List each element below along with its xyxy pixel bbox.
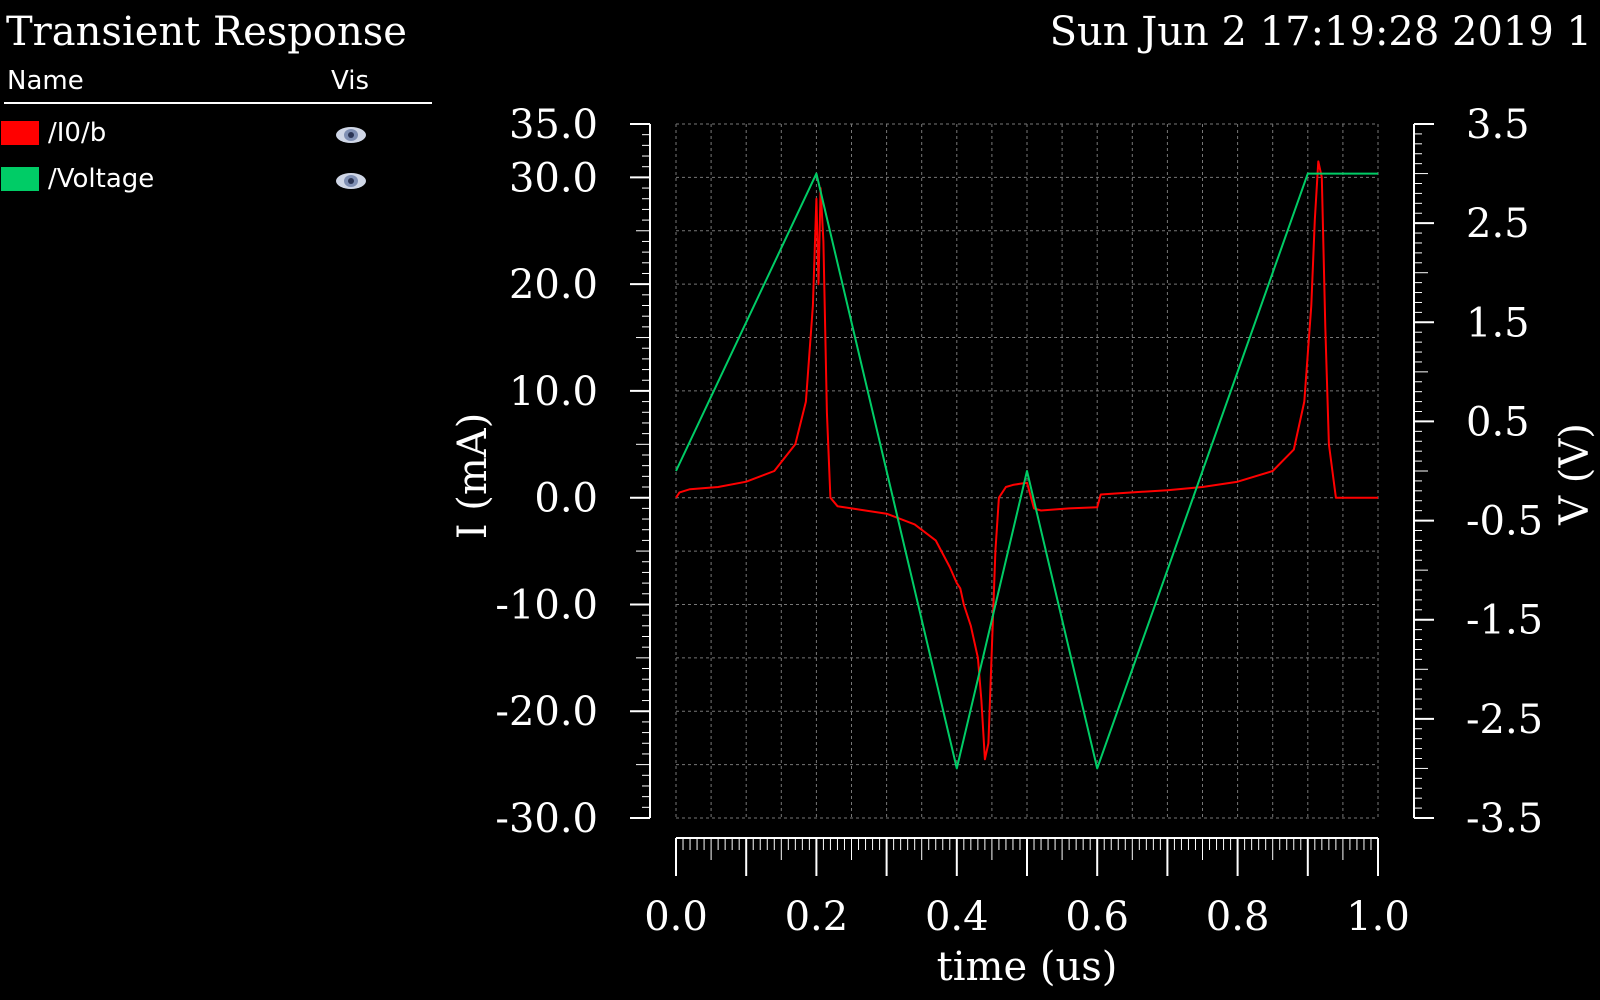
x-axis-tick-label: 0.2: [785, 894, 849, 940]
eye-icon[interactable]: [334, 170, 368, 192]
left-axis-tick-label: 0.0: [534, 476, 598, 522]
right-axis-tick-label: -3.5: [1466, 796, 1543, 842]
right-axis-title: V (V): [1552, 423, 1598, 526]
right-axis-tick-label: -0.5: [1466, 499, 1543, 545]
left-axis-tick-label: -10.0: [495, 582, 598, 628]
x-axis-tick-label: 1.0: [1346, 894, 1410, 940]
left-axis-tick-label: 30.0: [509, 155, 598, 201]
right-axis-tick-label: 0.5: [1466, 399, 1530, 445]
left-axis-tick-label: -30.0: [495, 796, 598, 842]
right-axis-tick-label: -2.5: [1466, 697, 1543, 743]
window-title: Transient Response: [6, 9, 407, 55]
grid: [675, 123, 1379, 819]
legend-header: Name Vis: [4, 66, 432, 104]
right-axis-tick-label: 3.5: [1466, 102, 1530, 148]
series-line-i0-b: [675, 160, 1378, 761]
x-axis-tick-label: 0.4: [925, 894, 989, 940]
legend-item[interactable]: /Voltage: [0, 150, 432, 196]
right-axis-tick-label: -1.5: [1466, 598, 1543, 644]
series-color-swatch: [1, 121, 39, 145]
left-axis-title: I (mA): [450, 413, 496, 540]
legend-item[interactable]: /I0/b: [0, 104, 432, 150]
axes: [630, 123, 1434, 876]
x-axis-tick-label: 0.0: [644, 894, 708, 940]
left-axis-tick-label: -20.0: [495, 689, 598, 735]
series-color-swatch: [1, 167, 39, 191]
axis-labels: 35.0 30.0 20.0 10.0 0.0 -10.0 -20.0 -30.0 3.5 2.5…: [450, 102, 1598, 990]
legend-item-label: /Voltage: [48, 164, 155, 194]
x-axis-tick-label: 0.8: [1206, 894, 1270, 940]
legend-name-header: Name: [7, 66, 84, 96]
x-axis-title: time (us): [937, 944, 1118, 990]
right-axis-tick-label: 2.5: [1466, 201, 1530, 247]
eye-icon[interactable]: [334, 124, 368, 146]
series-group: [675, 160, 1378, 770]
legend-vis-header: Vis: [331, 66, 369, 96]
left-axis-tick-label: 35.0: [509, 102, 598, 148]
x-axis-tick-label: 0.6: [1065, 894, 1129, 940]
legend-item-label: /I0/b: [48, 118, 107, 148]
left-axis-tick-label: 10.0: [509, 369, 598, 415]
timestamp: Sun Jun 2 17:19:28 2019 1: [1049, 9, 1592, 55]
right-axis-tick-label: 1.5: [1466, 300, 1530, 346]
left-axis-tick-label: 20.0: [509, 262, 598, 308]
series-line-voltage: [675, 172, 1378, 770]
legend-panel: Name Vis /I0/b /Voltage: [0, 66, 432, 196]
